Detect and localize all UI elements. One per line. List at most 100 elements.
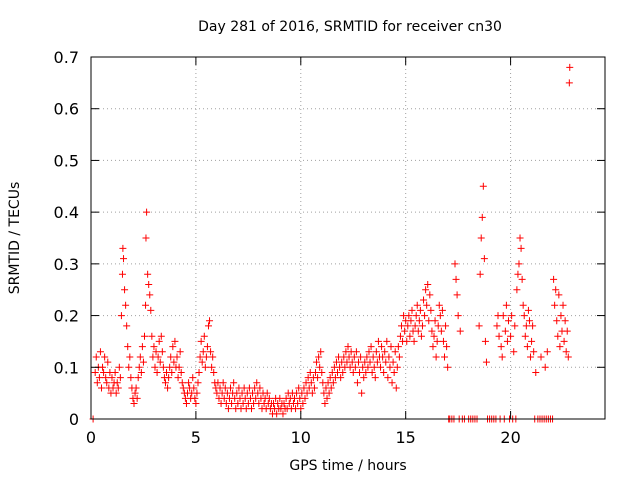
data-point xyxy=(311,368,319,376)
data-point xyxy=(125,363,133,371)
data-point xyxy=(523,343,531,351)
data-point xyxy=(385,353,393,361)
data-point xyxy=(360,374,368,382)
data-point xyxy=(356,368,364,376)
y-tick-label: 0.3 xyxy=(54,255,79,274)
data-point xyxy=(279,410,287,418)
data-point xyxy=(263,389,271,397)
y-axis-title: SRMTID / TECUs xyxy=(7,182,23,295)
data-point xyxy=(344,343,352,351)
data-point xyxy=(527,353,535,361)
data-point xyxy=(100,368,108,376)
data-point xyxy=(200,332,208,340)
data-point xyxy=(364,363,372,371)
data-point xyxy=(159,363,167,371)
data-point xyxy=(452,275,460,283)
data-point xyxy=(148,332,156,340)
data-point xyxy=(427,306,435,314)
data-point xyxy=(299,399,307,407)
data-point xyxy=(390,368,398,376)
data-point xyxy=(190,384,198,392)
data-point xyxy=(113,379,121,387)
data-point xyxy=(396,332,404,340)
data-point xyxy=(557,312,565,320)
data-point xyxy=(437,327,445,335)
data-point xyxy=(403,337,411,345)
data-point xyxy=(317,348,325,356)
data-point xyxy=(363,353,371,361)
data-point xyxy=(379,353,387,361)
data-point xyxy=(357,353,365,361)
data-point xyxy=(543,348,551,356)
data-point xyxy=(386,363,394,371)
data-point xyxy=(301,394,309,402)
data-point xyxy=(477,234,485,242)
data-point xyxy=(511,322,519,330)
x-tick-label: 15 xyxy=(396,428,416,447)
data-point xyxy=(315,353,323,361)
data-point xyxy=(358,389,366,397)
data-point xyxy=(339,368,347,376)
data-point xyxy=(503,337,511,345)
data-point xyxy=(388,379,396,387)
data-point xyxy=(438,306,446,314)
data-point xyxy=(482,358,490,366)
y-tick-label: 0.7 xyxy=(54,48,79,67)
data-point xyxy=(439,337,447,345)
data-point xyxy=(209,353,217,361)
data-point xyxy=(365,348,373,356)
data-point xyxy=(247,405,255,413)
data-point xyxy=(152,348,160,356)
data-point xyxy=(564,353,572,361)
data-point xyxy=(518,275,526,283)
data-point xyxy=(537,353,545,361)
data-point xyxy=(367,343,375,351)
data-point xyxy=(515,260,523,268)
data-point xyxy=(230,379,238,387)
data-point xyxy=(134,374,142,382)
data-point xyxy=(178,379,186,387)
data-point xyxy=(530,348,538,356)
data-point xyxy=(201,363,209,371)
data-point xyxy=(352,348,360,356)
data-point xyxy=(191,394,199,402)
grid-layer xyxy=(91,57,605,419)
data-point xyxy=(412,312,420,320)
data-point xyxy=(206,317,214,325)
data-point xyxy=(92,353,100,361)
data-point xyxy=(104,358,112,366)
data-point xyxy=(168,368,176,376)
data-point xyxy=(228,399,236,407)
data-point xyxy=(121,286,129,294)
data-point xyxy=(115,363,123,371)
data-point xyxy=(493,322,501,330)
data-point xyxy=(112,389,120,397)
data-point xyxy=(256,384,264,392)
data-point xyxy=(373,358,381,366)
data-point xyxy=(434,322,442,330)
data-point xyxy=(351,363,359,371)
data-point xyxy=(318,368,326,376)
data-point xyxy=(95,374,103,382)
data-point xyxy=(372,348,380,356)
data-point xyxy=(151,363,159,371)
data-point xyxy=(171,337,179,345)
data-point xyxy=(481,337,489,345)
data-point xyxy=(389,358,397,366)
data-point xyxy=(155,337,163,345)
data-point xyxy=(161,379,169,387)
data-point xyxy=(131,389,139,397)
data-point xyxy=(380,368,388,376)
data-point xyxy=(393,363,401,371)
data-point xyxy=(116,374,124,382)
data-point xyxy=(167,353,175,361)
data-point xyxy=(145,281,153,289)
data-point xyxy=(498,353,506,361)
data-point xyxy=(297,405,305,413)
data-point xyxy=(395,353,403,361)
data-point xyxy=(177,368,185,376)
data-point xyxy=(348,358,356,366)
data-point xyxy=(195,368,203,376)
data-point xyxy=(323,394,331,402)
data-point xyxy=(219,379,227,387)
